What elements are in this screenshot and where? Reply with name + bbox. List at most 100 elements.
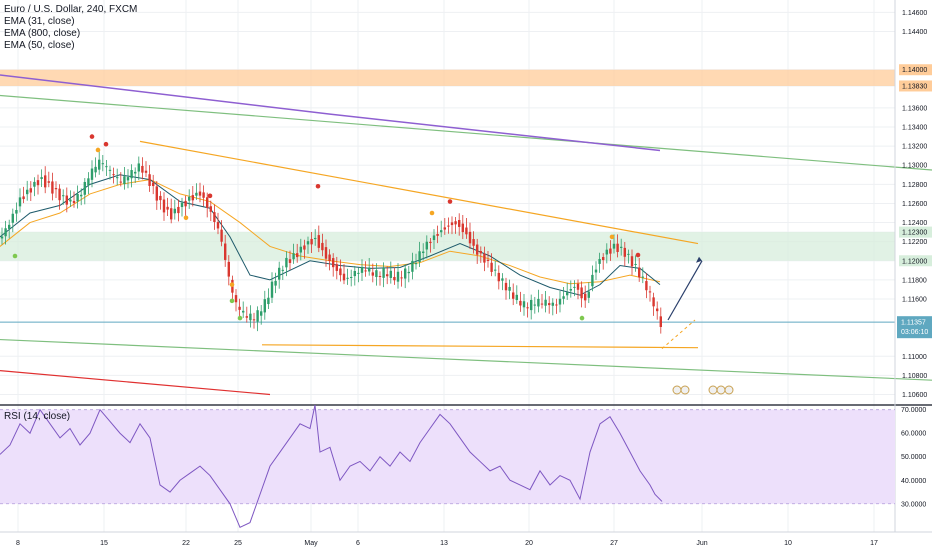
candle-body bbox=[544, 299, 547, 306]
candle-body bbox=[108, 169, 112, 171]
candle-body bbox=[285, 257, 288, 268]
signal-dot bbox=[207, 193, 213, 199]
candle-body bbox=[62, 195, 65, 197]
trend-line bbox=[0, 338, 932, 381]
candle-body bbox=[263, 299, 266, 313]
arrow-head bbox=[696, 256, 702, 263]
candle-body bbox=[598, 258, 601, 264]
candle-body bbox=[576, 283, 580, 290]
candle-body bbox=[54, 188, 58, 190]
candle-body bbox=[278, 267, 281, 280]
candle-body bbox=[494, 269, 497, 271]
candle-body bbox=[479, 251, 482, 254]
candle-body bbox=[83, 181, 86, 195]
candle-body bbox=[375, 270, 378, 278]
candle-body bbox=[515, 294, 518, 301]
candle-body bbox=[69, 199, 72, 202]
y-tick-label: 1.11800 bbox=[902, 277, 927, 284]
candle-body bbox=[242, 310, 245, 313]
candle-body bbox=[26, 189, 29, 195]
candle-body bbox=[404, 268, 407, 279]
candle-body bbox=[504, 282, 508, 291]
candle-body bbox=[321, 242, 324, 251]
candle-body bbox=[234, 295, 238, 303]
candle-body bbox=[429, 241, 432, 244]
candle-body bbox=[166, 206, 169, 210]
candle-body bbox=[177, 206, 180, 214]
candle-body bbox=[476, 244, 479, 255]
candle-body bbox=[36, 180, 40, 186]
signal-dot bbox=[635, 252, 641, 258]
candle-body bbox=[198, 191, 202, 196]
candle-body bbox=[123, 176, 126, 185]
candle-body bbox=[425, 241, 428, 250]
x-tick-label: 17 bbox=[870, 540, 878, 547]
y-tick-label: 1.14600 bbox=[902, 10, 927, 17]
candle-body bbox=[537, 298, 540, 307]
x-tick-label: 22 bbox=[182, 540, 190, 547]
projection-line bbox=[661, 319, 696, 350]
candle-body bbox=[0, 236, 4, 239]
candle-body bbox=[72, 200, 76, 203]
candle-body bbox=[566, 292, 569, 296]
legend-ema-50: EMA (50, close) bbox=[4, 40, 75, 51]
candle-body bbox=[497, 272, 500, 282]
candle-body bbox=[306, 241, 310, 245]
candle-body bbox=[180, 202, 184, 208]
candle-body bbox=[332, 258, 335, 268]
candle-body bbox=[587, 291, 590, 298]
rsi-band bbox=[0, 409, 895, 504]
candle-body bbox=[396, 271, 400, 282]
candle-body bbox=[458, 219, 461, 227]
candle-body bbox=[609, 248, 612, 254]
candle-body bbox=[314, 237, 317, 240]
candle-body bbox=[378, 275, 382, 277]
candle-body bbox=[393, 276, 396, 281]
x-tick-label: 27 bbox=[610, 540, 618, 547]
zone-tag bbox=[899, 64, 932, 76]
y-tick-label: 1.10600 bbox=[902, 392, 927, 399]
candle-body bbox=[519, 300, 522, 306]
candle-body bbox=[47, 181, 50, 183]
rsi-title: RSI (14, close) bbox=[4, 411, 71, 422]
candle-body bbox=[652, 297, 655, 307]
candle-body bbox=[526, 307, 529, 309]
candle-body bbox=[292, 253, 295, 260]
candle-body bbox=[40, 177, 43, 179]
signal-dot bbox=[447, 199, 453, 204]
candle-body bbox=[443, 227, 446, 230]
candle-body bbox=[144, 170, 148, 173]
candle-body bbox=[267, 297, 270, 305]
candle-body bbox=[414, 263, 418, 265]
y-tick-label: 1.12400 bbox=[902, 220, 927, 227]
candle-body bbox=[440, 230, 443, 233]
signal-dot bbox=[229, 282, 235, 287]
candle-body bbox=[101, 163, 104, 165]
event-flag-icon bbox=[708, 385, 718, 395]
candle-body bbox=[634, 263, 637, 265]
candle-body bbox=[645, 281, 648, 291]
candle-body bbox=[548, 303, 551, 306]
candle-body bbox=[522, 301, 526, 308]
zone-tag bbox=[899, 226, 932, 238]
y-tick-label: 1.13200 bbox=[902, 144, 927, 151]
candle-body bbox=[612, 243, 616, 249]
candle-body bbox=[630, 256, 634, 267]
candle-body bbox=[213, 212, 216, 222]
candle-body bbox=[364, 270, 367, 272]
candle-body bbox=[328, 254, 331, 262]
rsi-tick-label: 30.0000 bbox=[901, 501, 926, 508]
candle-body bbox=[224, 243, 227, 260]
candle-body bbox=[245, 316, 248, 318]
price-tag: 1.11357 bbox=[901, 320, 926, 327]
y-tick-label: 1.12600 bbox=[902, 201, 927, 208]
candle-body bbox=[508, 286, 511, 291]
candle-body bbox=[22, 196, 25, 200]
event-flag-icon bbox=[680, 385, 690, 395]
candle-body bbox=[486, 259, 490, 261]
candle-body bbox=[620, 246, 623, 248]
candle-body bbox=[209, 206, 212, 212]
rsi-tick-label: 50.0000 bbox=[901, 454, 926, 461]
ema-31-line bbox=[0, 174, 661, 296]
